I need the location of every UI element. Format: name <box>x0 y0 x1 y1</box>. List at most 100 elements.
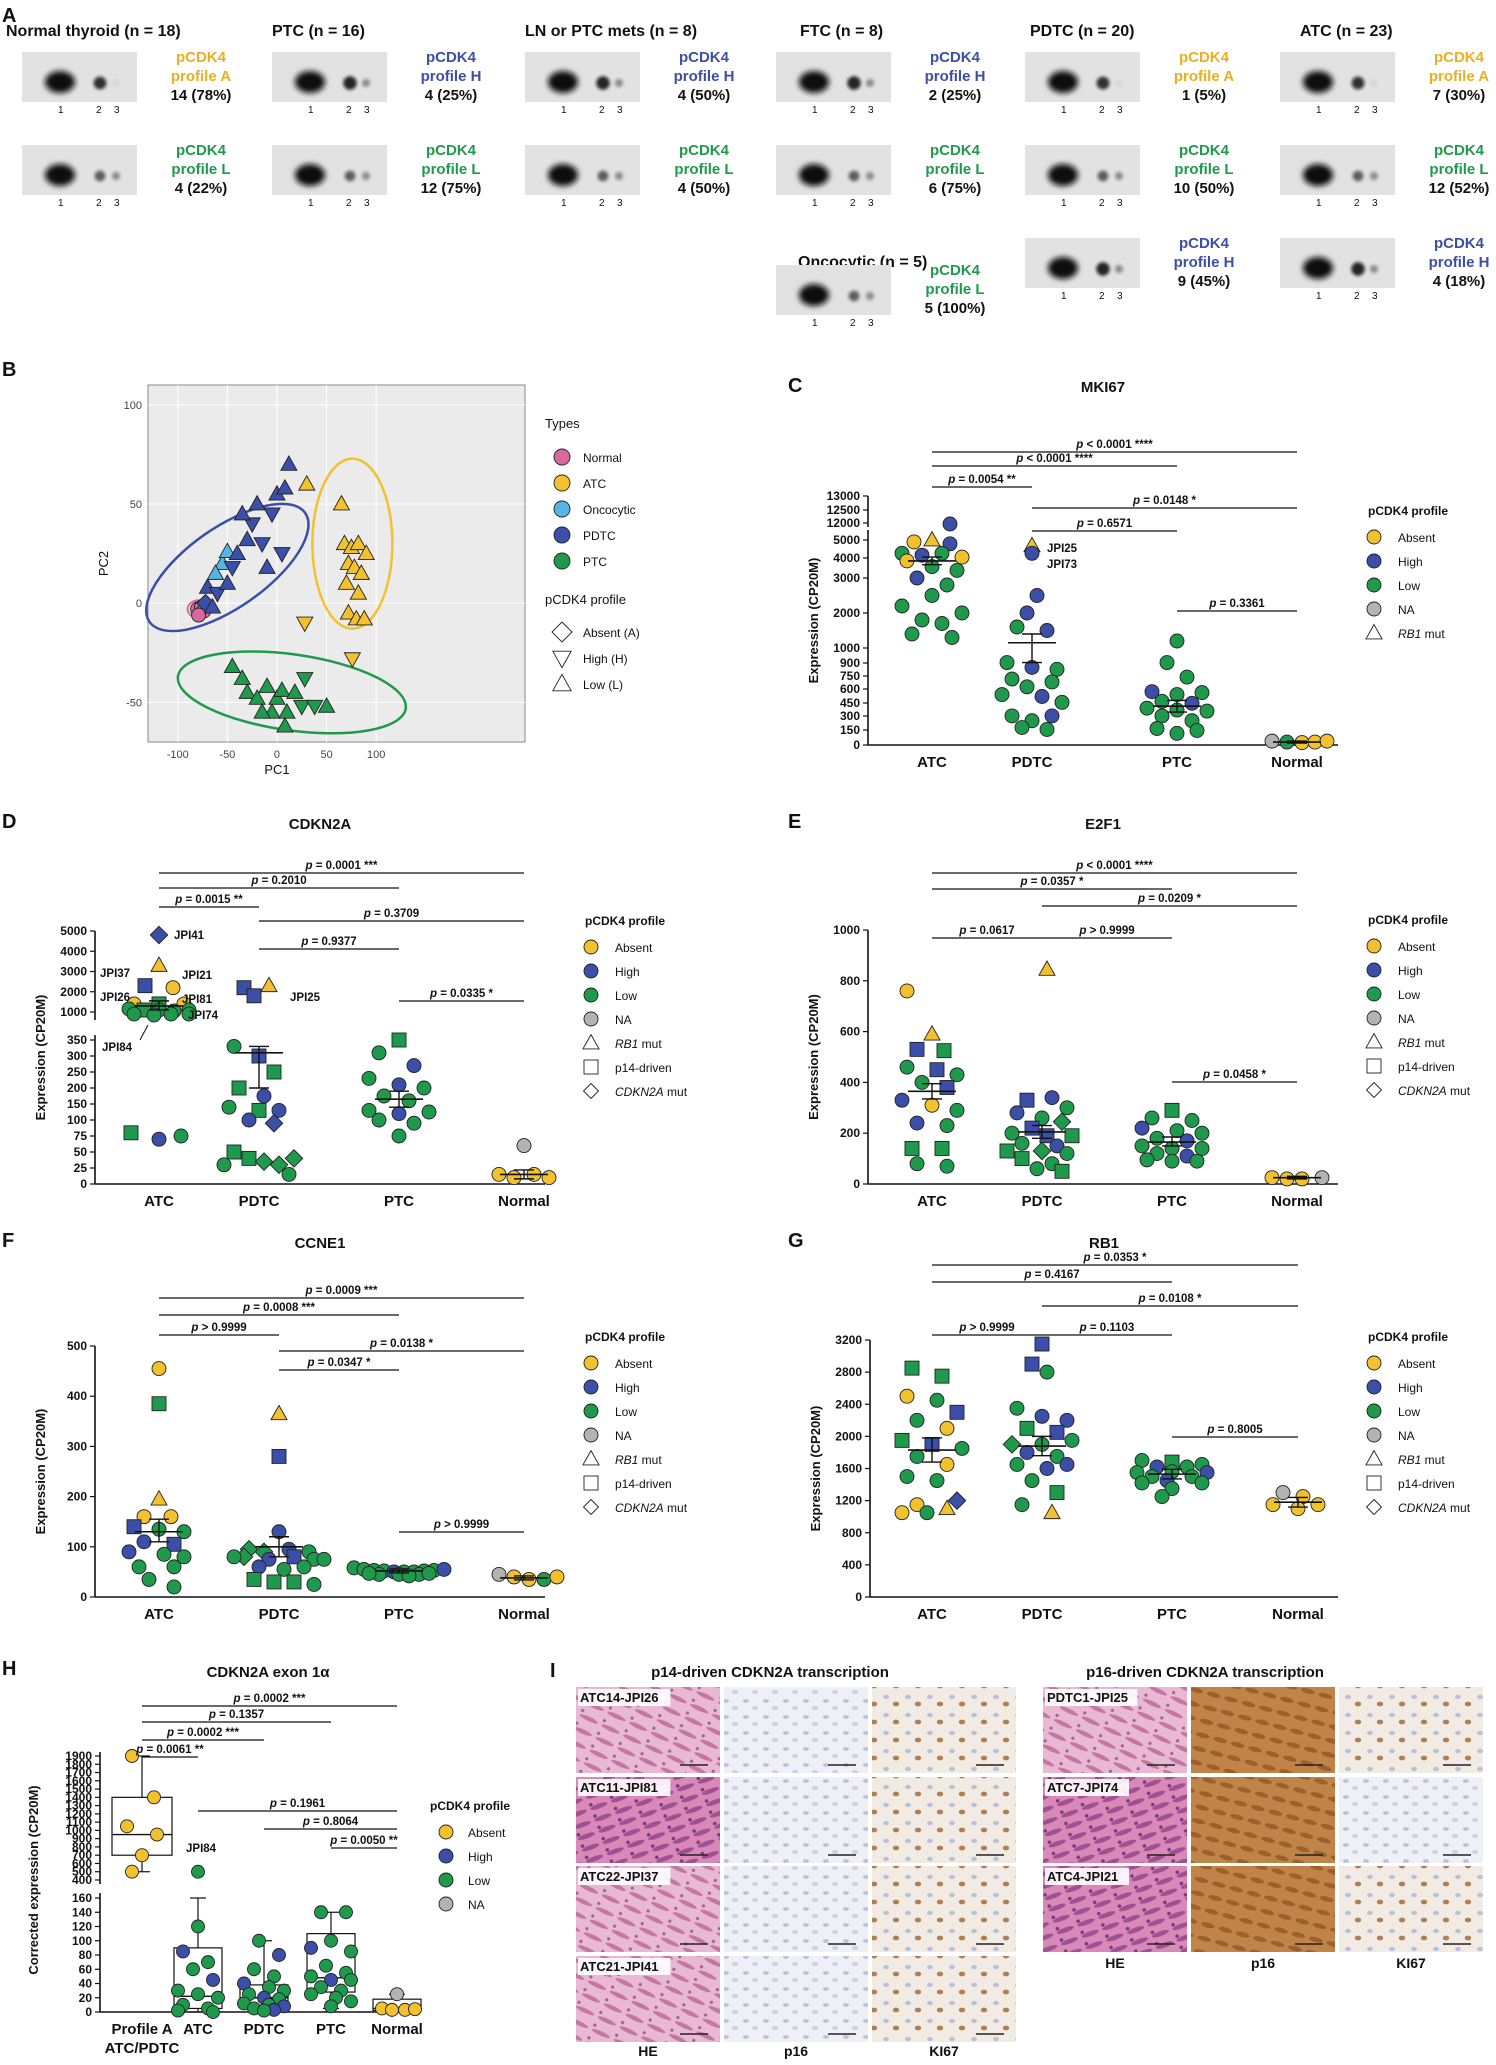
comparison-label: p > 0.9999 <box>1078 925 1134 937</box>
profile-count: 5 (100%) <box>925 300 986 317</box>
p-symbol: p <box>307 1357 315 1369</box>
blot-spot-2 <box>597 170 609 182</box>
profile-count: 7 (30%) <box>1433 87 1486 104</box>
data-point <box>909 1449 925 1464</box>
blot-spot-3 <box>362 79 370 87</box>
p-value: = 0.3709 <box>371 908 419 920</box>
x-tick-label: ATC <box>917 1606 947 1623</box>
data-point <box>304 1940 318 1955</box>
p-symbol: p <box>250 875 258 887</box>
chart-title: RB1 <box>1089 1235 1119 1252</box>
legend-marker-high <box>583 963 599 979</box>
data-point <box>549 1569 565 1585</box>
pca-legend-type-marker <box>553 552 571 570</box>
legend-label-low: Low <box>1398 1405 1420 1419</box>
pca-point-pdtc <box>248 494 266 511</box>
legend-marker-low <box>1366 577 1382 593</box>
legend-title: pCDK4 profile <box>430 1799 510 1813</box>
legend-marker-na <box>1366 1427 1382 1443</box>
p-value: = 0.0002 *** <box>174 1727 239 1739</box>
legend-label-na: NA <box>615 1429 632 1443</box>
legend-rb1-gene: RB1 <box>1398 1453 1421 1467</box>
data-point <box>929 1062 945 1078</box>
p-symbol: p <box>433 1519 441 1531</box>
legend-cdkn2a-gene: CDKN2A <box>1398 1084 1447 1098</box>
data-point <box>1194 1140 1210 1156</box>
x-tick-label: Normal <box>1271 754 1323 771</box>
legend-rb1-gene: RB1 <box>615 1037 638 1051</box>
pca-xtick: -50 <box>219 749 235 761</box>
pca-legend-profile-label: High (H) <box>583 652 628 666</box>
blot-label-1: 1 <box>1061 291 1067 302</box>
row-label-bg <box>578 1689 671 1706</box>
histology-image <box>724 1777 868 1863</box>
blot-label-2: 2 <box>1099 105 1105 116</box>
blot-label-2: 2 <box>1354 291 1360 302</box>
data-point <box>186 1962 200 1977</box>
data-point <box>206 2005 220 2019</box>
y-tick-label: 13000 <box>827 489 861 503</box>
blot-spot-2 <box>847 76 861 90</box>
p-symbol: p <box>305 860 313 872</box>
legend-marker-high <box>1366 1379 1382 1395</box>
comparison-label: p = 0.8064 <box>302 1816 359 1828</box>
data-point <box>371 1045 387 1061</box>
blot-spot-2 <box>1351 262 1365 276</box>
data-point <box>264 1113 284 1133</box>
data-point <box>1014 1151 1030 1167</box>
data-point <box>909 1115 925 1131</box>
blot-background <box>1025 52 1140 102</box>
data-point <box>899 1469 915 1484</box>
data-point <box>251 1559 267 1575</box>
pca-point-atc <box>352 564 371 580</box>
panel-f: F CCNE1 Expression (CP20M) ATC PDTC PTC Normal… <box>2 1230 688 1623</box>
data-point <box>1038 960 1056 976</box>
p-value: < 0.0001 **** <box>1083 860 1153 872</box>
data-point <box>1319 733 1335 749</box>
x-tick-label: PDTC <box>244 2021 285 2038</box>
y-tick-label: 150 <box>67 1097 87 1111</box>
data-point <box>909 1156 925 1172</box>
pca-point-ptc <box>278 702 296 719</box>
legend-rb1-marker <box>1365 1449 1383 1466</box>
comparison-label: p = 0.9377 <box>300 936 356 948</box>
data-point <box>939 1158 955 1174</box>
blot-spot-1 <box>1303 164 1333 186</box>
legend-marker-low <box>438 1872 454 1888</box>
y-tick-label: 800 <box>842 1526 862 1540</box>
pca-point-pdtc <box>218 574 237 590</box>
y-tick-label: 400 <box>842 1558 862 1572</box>
pca-legend-profile-title: pCDK4 profile <box>545 592 626 607</box>
blot-label-1: 1 <box>561 198 567 209</box>
legend-label-na: NA <box>1398 1429 1415 1443</box>
data-point <box>1194 1475 1210 1491</box>
pca-xlabel: PC1 <box>264 762 289 777</box>
x-tick-label: Normal <box>371 2021 423 2038</box>
pca-point-oncocytic <box>206 564 225 580</box>
data-point <box>256 1088 272 1104</box>
legend-label-high: High <box>468 1850 493 1864</box>
data-point <box>324 1933 338 1948</box>
data-point <box>506 1569 522 1585</box>
data-point <box>176 1944 190 1959</box>
profile-count: 12 (52%) <box>1429 180 1490 197</box>
p-symbol: p <box>1206 1424 1214 1436</box>
p-symbol: p <box>242 1302 250 1314</box>
data-point <box>1169 725 1185 741</box>
pca-point-ptc <box>273 681 291 697</box>
data-point <box>1039 1461 1055 1476</box>
pca-point-atc <box>295 616 314 633</box>
data-point <box>314 1980 328 1995</box>
x-tick-label: PTC <box>1157 1606 1187 1623</box>
point-annotation: JPI25 <box>1047 543 1078 555</box>
legend-marker-na <box>1366 1010 1382 1026</box>
data-point <box>1014 1497 1030 1513</box>
x-tick-label: PDTC <box>239 1193 280 1210</box>
legend-title: pCDK4 profile <box>1368 504 1448 518</box>
pca-legend-profile-label: Absent (A) <box>583 626 640 640</box>
x-tick-label: ATC <box>144 1193 174 1210</box>
data-point <box>271 1448 287 1464</box>
blot-spot-2 <box>1096 76 1110 90</box>
pca-point-pdtc <box>208 586 227 603</box>
